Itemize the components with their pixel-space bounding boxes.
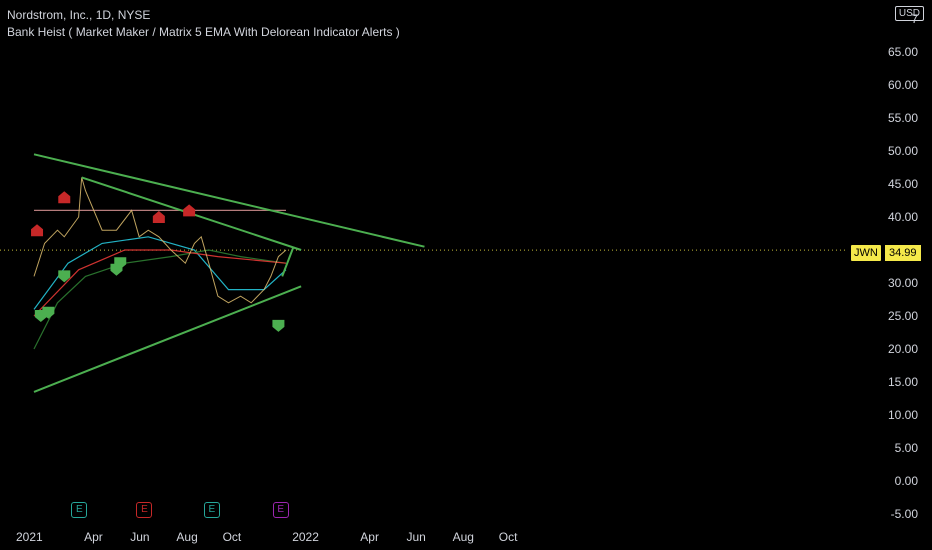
x-tick-label: 2022	[292, 530, 319, 544]
earnings-icon[interactable]: E	[71, 502, 88, 518]
y-tick-label: 15.00	[887, 375, 918, 389]
trendline	[33, 153, 425, 248]
y-tick-label: -5.00	[890, 507, 918, 521]
sell-signal-marker	[152, 211, 165, 223]
x-tick-label: Jun	[130, 530, 150, 544]
x-tick-label: Apr	[84, 530, 103, 544]
buy-signal-marker	[58, 270, 71, 283]
buy-signal-marker	[114, 257, 127, 270]
series-line	[33, 236, 287, 310]
y-tick-label: 5.00	[894, 441, 918, 455]
earnings-icon[interactable]: E	[203, 502, 220, 518]
x-tick-label: Oct	[498, 530, 518, 544]
trendline	[281, 246, 295, 277]
y-tick-label: 25.00	[887, 309, 918, 323]
x-tick-label: Oct	[222, 530, 242, 544]
x-tick-label: Aug	[176, 530, 198, 544]
indicator-name[interactable]: Bank Heist ( Market Maker / Matrix 5 EMA…	[7, 25, 400, 39]
y-tick-label: 30.00	[887, 276, 918, 290]
last-price-label: 34.99	[885, 245, 921, 261]
sell-signal-marker	[31, 224, 44, 237]
y-tick-label: 60.00	[887, 78, 918, 92]
x-tick-label: Apr	[360, 530, 379, 544]
chart-title: Nordstrom, Inc., 1D, NYSE	[7, 8, 151, 22]
sell-signal-marker	[183, 204, 196, 217]
price-line	[33, 177, 287, 304]
x-tick-label: Aug	[452, 530, 474, 544]
y-tick-label: 20.00	[887, 342, 918, 356]
trendline	[33, 285, 302, 393]
x-tick-label: 2021	[16, 530, 43, 544]
x-tick-label: Jun	[406, 530, 426, 544]
y-tick-label: 40.00	[887, 210, 918, 224]
currency-button[interactable]: USD	[894, 6, 924, 21]
series-line	[33, 249, 287, 317]
y-tick-label: 7	[911, 12, 918, 26]
series-line	[33, 249, 287, 350]
y-tick-label: 45.00	[887, 177, 918, 191]
earnings-icon[interactable]: E	[136, 502, 153, 518]
y-tick-label: 55.00	[887, 111, 918, 125]
y-tick-label: 50.00	[887, 144, 918, 158]
sell-signal-marker	[58, 191, 71, 204]
buy-signal-marker	[42, 306, 55, 319]
y-tick-label: 65.00	[887, 45, 918, 59]
ticker-label: JWN	[851, 245, 881, 261]
y-tick-label: 0.00	[894, 474, 918, 488]
buy-signal-marker	[272, 319, 285, 332]
earnings-icon[interactable]: E	[272, 502, 289, 518]
y-tick-label: 10.00	[887, 408, 918, 422]
